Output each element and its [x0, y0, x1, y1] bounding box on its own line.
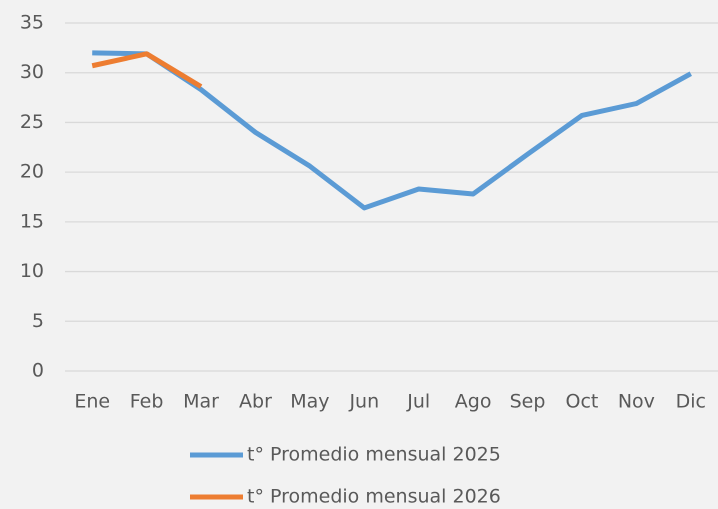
y-tick-label: 5 [32, 310, 44, 332]
legend-label: t° Promedio mensual 2025 [247, 444, 501, 466]
y-tick-label: 20 [20, 161, 44, 183]
x-tick-label: Jul [406, 391, 430, 413]
x-tick-label: Ago [455, 391, 492, 413]
y-tick-label: 25 [20, 111, 44, 133]
x-tick-label: Abr [239, 391, 272, 413]
x-tick-label: May [290, 391, 329, 413]
x-tick-label: Dic [676, 391, 706, 413]
y-tick-label: 30 [20, 61, 44, 83]
x-tick-label: Nov [618, 391, 655, 413]
y-tick-label: 10 [20, 260, 44, 282]
x-tick-label: Ene [74, 391, 110, 413]
y-tick-label: 15 [20, 210, 44, 232]
y-tick-label: 35 [20, 12, 44, 34]
x-tick-label: Sep [510, 391, 546, 413]
legend-label: t° Promedio mensual 2026 [247, 486, 501, 508]
x-tick-label: Feb [130, 391, 164, 413]
y-tick-label: 0 [32, 360, 44, 382]
x-tick-label: Oct [566, 391, 599, 413]
x-tick-label: Jun [348, 391, 379, 413]
x-tick-label: Mar [183, 391, 219, 413]
series-line [91, 51, 203, 89]
